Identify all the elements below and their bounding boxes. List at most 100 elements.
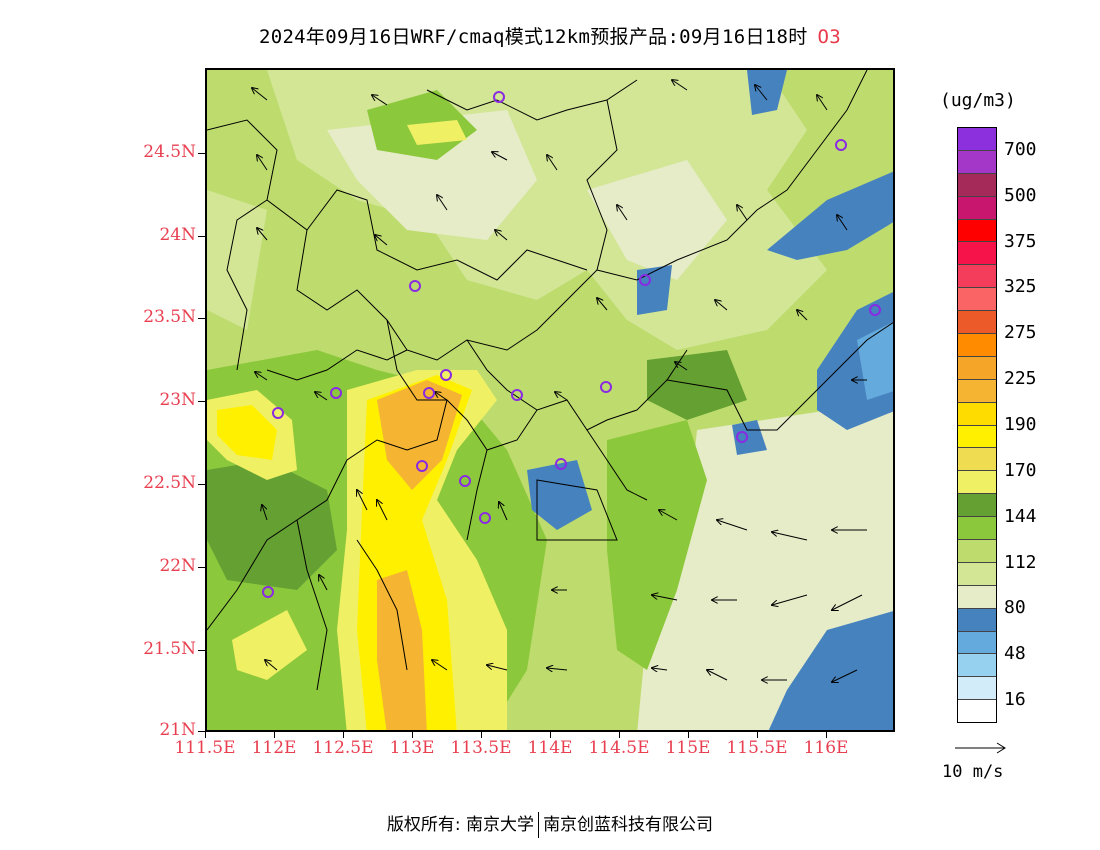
- lat-tick: [198, 650, 206, 651]
- legend-label: 225: [1004, 368, 1037, 390]
- lon-label: 116E: [803, 738, 849, 758]
- legend-swatch: [958, 242, 996, 266]
- field-zone-225b: [377, 570, 427, 730]
- wind-reference-arrow: [955, 742, 1006, 754]
- legend-swatch: [958, 631, 996, 655]
- copyright-right: 南京创蓝科技有限公司: [543, 815, 714, 835]
- lon-label: 115.5E: [726, 738, 788, 758]
- field-zone-225a: [377, 380, 462, 490]
- lat-label: 22N: [159, 556, 196, 576]
- lon-label: 114E: [527, 738, 573, 758]
- lon-label: 112E: [251, 738, 297, 758]
- legend-color-bar: [957, 127, 997, 723]
- legend-label: 16: [1004, 689, 1026, 711]
- boundary-lines: [207, 70, 893, 691]
- legend-label: 112: [1004, 551, 1037, 573]
- lon-tick: [757, 731, 758, 738]
- field-zone-48-mid: [637, 265, 672, 315]
- lat-tick: [198, 567, 206, 568]
- wind-reference-label: 10 m/s: [942, 762, 1004, 782]
- legend-label: 325: [1004, 276, 1037, 298]
- copyright-left: 版权所有: 南京大学: [386, 815, 535, 835]
- lat-tick: [198, 153, 206, 154]
- field-zone-48-small: [732, 420, 767, 455]
- legend-swatch: [958, 677, 996, 701]
- legend-swatch: [958, 402, 996, 426]
- field-zone-48-ne: [767, 171, 893, 260]
- field-zone-190w: [217, 405, 277, 460]
- legend-swatch: [958, 150, 996, 174]
- legend-swatch: [958, 448, 996, 472]
- lat-label: 21N: [159, 720, 196, 740]
- legend-swatch: [958, 585, 996, 609]
- legend-swatch: [958, 654, 996, 678]
- legend-swatch: [958, 608, 996, 632]
- field-zone-112w: [207, 190, 267, 330]
- lat-tick: [198, 401, 206, 402]
- lon-tick: [619, 731, 620, 738]
- field-zone-48-top: [747, 70, 787, 115]
- lon-label: 112.5E: [312, 738, 374, 758]
- legend-label: 170: [1004, 459, 1037, 481]
- title-species: O3: [817, 26, 842, 48]
- title-main: 2024年09月16日WRF/cmaq模式12km预报产品:09月16日18时: [258, 26, 808, 48]
- field-zone-48-hk: [527, 460, 592, 530]
- legend-swatch: [958, 517, 996, 541]
- lon-tick: [550, 731, 551, 738]
- lon-tick: [274, 731, 275, 738]
- lat-tick: [198, 731, 206, 732]
- legend-label: 144: [1004, 505, 1037, 527]
- chart-title: 2024年09月16日WRF/cmaq模式12km预报产品:09月16日18时 O…: [0, 22, 1100, 49]
- lon-label: 114.5E: [588, 738, 650, 758]
- legend-label: 700: [1004, 138, 1037, 160]
- station-markers: [262, 91, 881, 598]
- lon-label: 111.5E: [174, 738, 236, 758]
- legend-label: 375: [1004, 230, 1037, 252]
- field-zone-80b: [587, 160, 727, 280]
- legend-swatch: [958, 219, 996, 243]
- lat-label: 21.5N: [143, 639, 196, 659]
- legend-swatch: [958, 196, 996, 220]
- copyright-separator: [538, 812, 540, 838]
- legend-label: 48: [1004, 643, 1026, 665]
- map-panel: [205, 68, 895, 732]
- field-zone-170n: [407, 120, 467, 145]
- legend-swatch: [958, 471, 996, 495]
- legend-swatch: [958, 425, 996, 449]
- legend-swatch: [958, 311, 996, 335]
- copyright-footer: 版权所有: 南京大学 南京创蓝科技有限公司: [0, 810, 1100, 838]
- lon-tick: [343, 731, 344, 738]
- lon-tick: [412, 731, 413, 738]
- lon-tick: [826, 731, 827, 738]
- legend-swatch: [958, 288, 996, 312]
- legend-swatch: [958, 356, 996, 380]
- ozone-field-map: [207, 70, 893, 730]
- lon-label: 113E: [389, 738, 435, 758]
- legend-label: 275: [1004, 322, 1037, 344]
- lat-label: 24.5N: [143, 142, 196, 162]
- field-zone-144a: [607, 420, 707, 670]
- legend-swatch: [958, 700, 996, 723]
- lat-label: 23N: [159, 390, 196, 410]
- lat-tick: [198, 236, 206, 237]
- lat-label: 24N: [159, 225, 196, 245]
- wind-vectors: [252, 80, 867, 682]
- lat-label: 23.5N: [143, 307, 196, 327]
- legend-unit: (ug/m3): [940, 90, 1016, 111]
- lon-label: 113.5E: [450, 738, 512, 758]
- lon-tick: [481, 731, 482, 738]
- legend-label: 190: [1004, 414, 1037, 435]
- lon-tick: [205, 731, 206, 738]
- lat-tick: [198, 318, 206, 319]
- legend-swatch: [958, 334, 996, 357]
- field-zone-48-se: [768, 611, 893, 730]
- legend-swatch: [958, 540, 996, 563]
- legend-swatch: [958, 562, 996, 586]
- legend-label: 80: [1004, 597, 1026, 619]
- field-zone-170sw: [232, 610, 307, 680]
- legend-swatch: [958, 494, 996, 518]
- lat-tick: [198, 484, 206, 485]
- legend-swatch: [958, 265, 996, 289]
- legend-swatch: [958, 173, 996, 197]
- legend-swatch: [958, 379, 996, 403]
